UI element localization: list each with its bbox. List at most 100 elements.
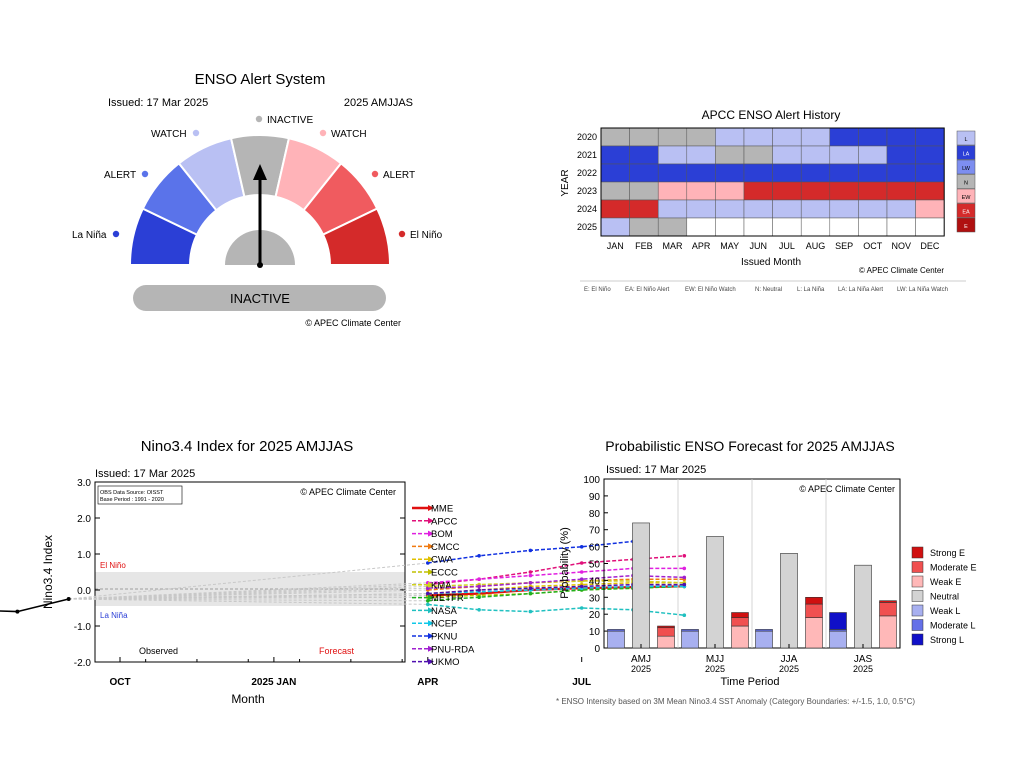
history-cell: [686, 199, 716, 219]
nino-series-point: [477, 608, 481, 612]
history-cell: [829, 199, 859, 219]
prob-bar-elnino: [731, 617, 749, 627]
nino-series-line: [427, 585, 685, 602]
history-year-label: 2022: [577, 168, 597, 178]
watch-elnino-dot-icon: [319, 129, 327, 137]
nino-title: Nino3.4 Index for 2025 AMJJAS: [141, 438, 354, 455]
nino-series-point: [477, 584, 481, 589]
status-pill: [133, 285, 386, 311]
nino-xlabel: Month: [231, 692, 264, 706]
history-cell: [743, 217, 773, 237]
history-cell: [772, 199, 802, 219]
prob-x-tick-label: AMJ: [631, 654, 651, 665]
history-month-label: JAN: [607, 241, 624, 251]
history-legend-swatch: [956, 174, 976, 189]
history-cell: [829, 163, 859, 183]
prob-y-tick-label: 20: [589, 610, 601, 621]
history-month-label: APR: [692, 241, 711, 251]
history-frame: [600, 127, 945, 237]
history-legend-code: LA: [963, 152, 970, 158]
history-cell: [686, 127, 716, 147]
nino-x-tick-label: JUL: [572, 677, 591, 688]
history-cell: [886, 145, 916, 165]
history-cell: [715, 127, 745, 147]
history-note: N: Neutral: [755, 287, 782, 293]
history-grid: [600, 127, 945, 237]
history-cell: [686, 217, 716, 237]
nino-series-point: [579, 584, 584, 589]
history-cell: [715, 145, 745, 165]
history-cell: [743, 181, 773, 201]
prob-bar-elnino: [657, 627, 675, 637]
nino-series-line: [427, 567, 685, 584]
prob-bar-elnino: [657, 625, 675, 629]
prob-y-tick-label: 100: [583, 475, 600, 486]
nino-legend-label: PNU-RDA: [431, 644, 475, 655]
prob-ylabel: Probability (%): [559, 527, 571, 599]
prob-legend-swatch: [911, 546, 924, 559]
prob-legend-swatch: [911, 619, 924, 631]
history-legend-swatch: [956, 145, 976, 160]
nino-series-point: [528, 609, 533, 614]
history-cell: [743, 199, 773, 219]
prob-bar-elnino: [805, 596, 823, 605]
label-watch-lanina: WATCH: [151, 129, 187, 140]
label-alert-lanina: ALERT: [104, 170, 136, 181]
history-cell: [858, 145, 888, 165]
history-cell: [886, 217, 916, 237]
prob-x-tick-label: JAS: [854, 654, 873, 665]
nino-legend-marker: [428, 620, 434, 627]
history-cell: [800, 145, 831, 165]
gauge-needle-pivot: [257, 262, 263, 268]
history-note: EA: El Niño Alert: [625, 287, 670, 293]
history-cell: [715, 181, 745, 201]
nino-x-ticks: OCT 2025 JAN APR JUL: [109, 657, 591, 688]
label-lanina: La Niña: [72, 230, 107, 241]
history-cell: [915, 163, 945, 183]
history-cell: [829, 217, 859, 237]
history-year-label: 2025: [577, 222, 597, 232]
history-title: APCC ENSO Alert History: [702, 108, 841, 122]
nino-series-point: [682, 566, 687, 571]
nino-series-line: [427, 574, 685, 589]
history-cell: [686, 145, 716, 165]
prob-legend-swatch: [911, 633, 924, 646]
history-cell: [772, 127, 802, 147]
prob-bar-elnino: [805, 617, 823, 649]
prob-bar-lanina: [829, 612, 847, 630]
prob-bar-lanina: [829, 630, 847, 649]
prob-legend: Strong E Moderate E Weak E Neutral Weak L Mod…: [911, 546, 977, 646]
nino-y-tick-label: 3.0: [77, 478, 91, 489]
nino-series-point: [579, 606, 584, 610]
prob-legend-label: Moderate L: [930, 621, 976, 631]
nino-series-line: [427, 603, 685, 616]
nino-y-ticks: 3.0 2.0 1.0 0.0 -1.0 -2.0: [74, 478, 405, 669]
history-note: L: La Niña: [797, 287, 825, 293]
prob-bar-elnino: [879, 602, 897, 617]
history-year-label: 2023: [577, 186, 597, 196]
alert-history-panel: APCC ENSO Alert History YEAR 20202021202…: [560, 108, 976, 293]
alert-lanina-dot-icon: [141, 170, 149, 178]
history-cell: [800, 181, 831, 201]
nino-elnino-label: El Niño: [100, 561, 126, 570]
history-cell: [858, 217, 888, 237]
history-legend-swatch: [956, 188, 976, 204]
prob-x-tick-year: 2025: [631, 664, 651, 674]
history-cell: [600, 181, 630, 201]
nino-series-point: [528, 586, 533, 590]
history-month-label: FEB: [635, 241, 653, 251]
nino-ylabel: Nino3.4 Index: [41, 535, 55, 609]
prob-legend-swatch: [911, 590, 924, 602]
nino-series-point: [477, 577, 481, 581]
nino-y-tick-label: 1.0: [77, 550, 91, 561]
prob-x-tick-year: 2025: [705, 664, 725, 674]
prob-bar-lanina: [607, 630, 625, 649]
nino-series-point: [682, 613, 687, 617]
nino-legend-marker: [428, 594, 434, 601]
history-cell: [600, 217, 630, 237]
history-legend-code: N: [964, 181, 968, 187]
nino-legend-marker: [428, 581, 434, 588]
nino-series-point: [477, 595, 481, 599]
